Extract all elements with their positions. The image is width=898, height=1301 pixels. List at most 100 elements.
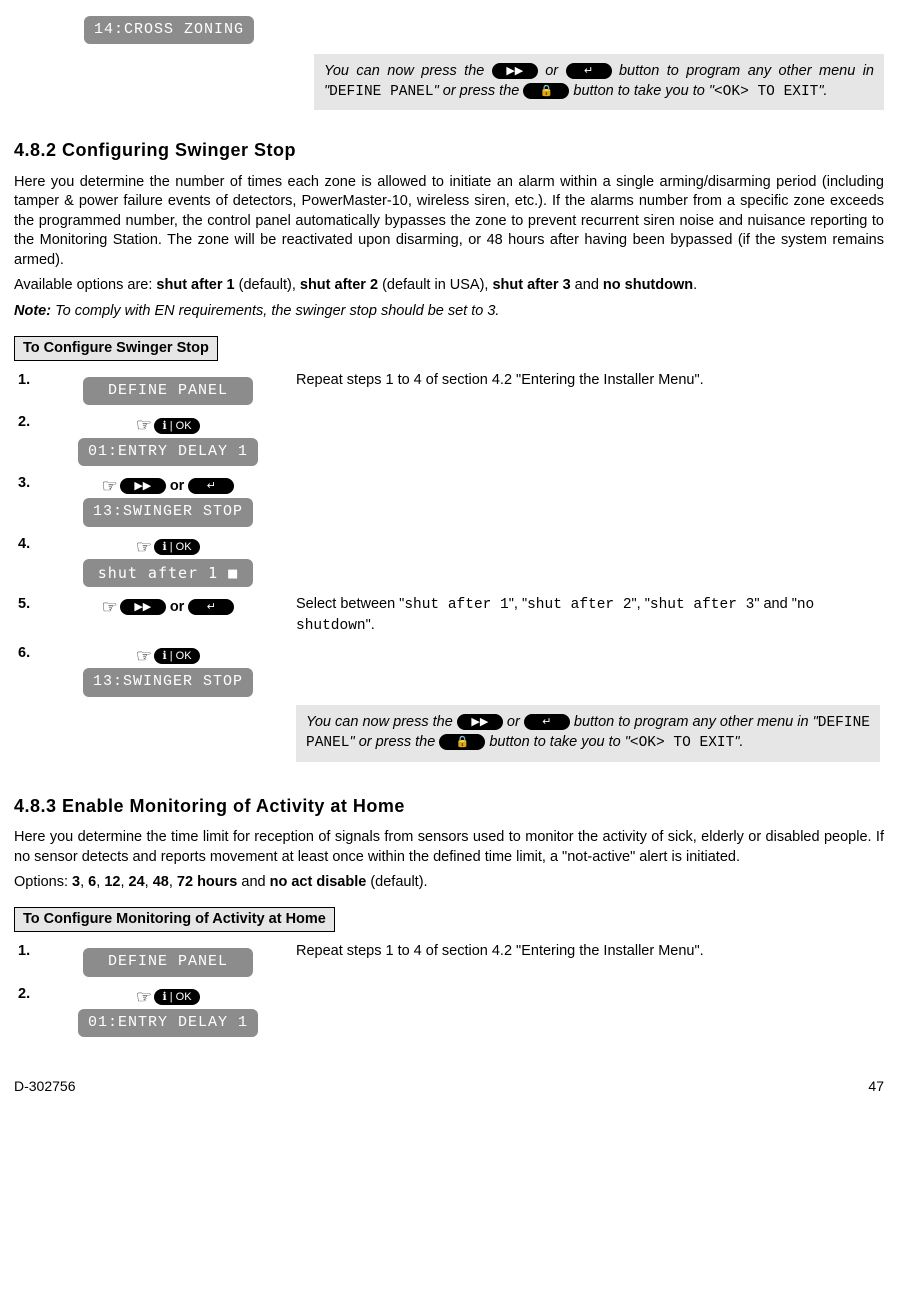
step-desc: Repeat steps 1 to 4 of section 4.2 "Ente… — [292, 367, 884, 409]
txt: 72 hours — [177, 874, 237, 890]
step-desc: Repeat steps 1 to 4 of section 4.2 "Ente… — [292, 938, 884, 980]
hand-icon: ☞ — [102, 597, 118, 617]
txt: no act disable — [270, 874, 367, 890]
txt: DEFINE PANEL — [329, 84, 433, 100]
heading-482: 4.8.2 Configuring Swinger Stop — [14, 138, 884, 162]
txt: <OK> TO EXIT — [714, 84, 818, 100]
txt: Options: — [14, 874, 72, 890]
txt: and — [237, 874, 269, 890]
note-482: Note: To comply with EN requirements, th… — [14, 302, 884, 322]
lcd-swinger-stop: 13:SWINGER STOP — [83, 668, 253, 696]
back-button-icon: ↵ — [524, 714, 570, 730]
tocfg-activity: To Configure Monitoring of Activity at H… — [14, 907, 335, 933]
ok-button-icon: ℹ | OK — [154, 648, 200, 664]
hand-icon: ☞ — [136, 987, 152, 1007]
back-button-icon: ↵ — [566, 63, 612, 79]
hand-icon: ☞ — [136, 415, 152, 435]
txt: or — [503, 714, 524, 730]
txt: " or press the — [434, 83, 524, 99]
txt: shut after 3 — [492, 277, 570, 293]
ok-button-icon: ℹ | OK — [154, 989, 200, 1005]
txt: no shutdown — [603, 277, 693, 293]
lock-button-icon: 🔒 — [523, 83, 569, 99]
step-num: 2. — [14, 981, 44, 1042]
txt: ". — [734, 734, 743, 750]
note-text: To comply with EN requirements, the swin… — [51, 303, 499, 319]
info-box-top: You can now press the ▶▶ or ↵ button to … — [314, 54, 884, 110]
lcd-define-panel: DEFINE PANEL — [83, 377, 253, 405]
step-num: 1. — [14, 367, 44, 409]
txt: shut after 1 — [404, 597, 508, 613]
ok-button-icon: ℹ | OK — [154, 539, 200, 555]
txt: 48 — [153, 874, 169, 890]
fwd-button-icon: ▶▶ — [457, 714, 503, 730]
txt: (default). — [366, 874, 427, 890]
lcd-define-panel: DEFINE PANEL — [83, 948, 253, 976]
step-num: 3. — [14, 470, 44, 531]
txt: (default), — [235, 277, 300, 293]
txt: shut after 1 — [156, 277, 234, 293]
para-482: Here you determine the number of times e… — [14, 173, 884, 271]
or-label: or — [170, 478, 185, 494]
page-number: 47 — [868, 1077, 884, 1096]
txt: " and " — [754, 596, 797, 612]
footer: D-302756 47 — [14, 1077, 884, 1096]
txt: , — [120, 874, 128, 890]
txt: <OK> TO EXIT — [630, 735, 734, 751]
txt: You can now press the — [324, 63, 492, 79]
para-483: Here you determine the time limit for re… — [14, 828, 884, 867]
lcd-entry-delay: 01:ENTRY DELAY 1 — [78, 1009, 258, 1037]
txt: Available options are: — [14, 277, 156, 293]
txt: 12 — [104, 874, 120, 890]
txt: button to program any other menu in " — [570, 714, 818, 730]
lcd-cross-zoning: 14:CROSS ZONING — [84, 16, 254, 44]
back-button-icon: ↵ — [188, 478, 234, 494]
hand-icon: ☞ — [136, 537, 152, 557]
txt: Select between " — [296, 596, 404, 612]
txt: (default in USA), — [378, 277, 492, 293]
txt: You can now press the — [306, 714, 457, 730]
info-box-mid: You can now press the ▶▶ or ↵ button to … — [296, 705, 880, 762]
lcd-swinger-stop: 13:SWINGER STOP — [83, 498, 253, 526]
heading-483: 4.8.3 Enable Monitoring of Activity at H… — [14, 794, 884, 818]
txt: shut after 3 — [650, 597, 754, 613]
txt: , — [145, 874, 153, 890]
step-num: 5. — [14, 591, 44, 640]
avail-options: Available options are: shut after 1 (def… — [14, 276, 884, 296]
txt: button to take you to " — [569, 83, 714, 99]
hand-icon: ☞ — [102, 476, 118, 496]
steps-table-483: 1. DEFINE PANEL Repeat steps 1 to 4 of s… — [14, 938, 884, 1041]
txt: button to take you to " — [485, 734, 630, 750]
fwd-button-icon: ▶▶ — [120, 599, 166, 615]
ok-button-icon: ℹ | OK — [154, 418, 200, 434]
txt: " or press the — [350, 734, 440, 750]
back-button-icon: ↵ — [188, 599, 234, 615]
or-label: or — [170, 599, 185, 615]
txt: shut after 2 — [300, 277, 378, 293]
txt: ". — [818, 83, 827, 99]
lcd-shut-after: shut after 1 ■ — [83, 559, 253, 587]
txt: ", " — [632, 596, 650, 612]
txt: ". — [366, 617, 375, 633]
txt: ", " — [509, 596, 527, 612]
txt: , — [80, 874, 88, 890]
lock-button-icon: 🔒 — [439, 734, 485, 750]
note-label: Note: — [14, 303, 51, 319]
step-desc: Select between "shut after 1", "shut aft… — [292, 591, 884, 640]
txt: and — [571, 277, 603, 293]
options-483: Options: 3, 6, 12, 24, 48, 72 hours and … — [14, 873, 884, 893]
doc-number: D-302756 — [14, 1078, 76, 1094]
hand-icon: ☞ — [136, 646, 152, 666]
tocfg-swinger: To Configure Swinger Stop — [14, 336, 218, 362]
txt: or — [538, 63, 566, 79]
txt: shut after 2 — [527, 597, 631, 613]
fwd-button-icon: ▶▶ — [120, 478, 166, 494]
txt: , — [169, 874, 177, 890]
txt: . — [693, 277, 697, 293]
fwd-button-icon: ▶▶ — [492, 63, 538, 79]
steps-table-482: 1. DEFINE PANEL Repeat steps 1 to 4 of s… — [14, 367, 884, 766]
txt: 24 — [129, 874, 145, 890]
txt: 3 — [72, 874, 80, 890]
step-num: 2. — [14, 409, 44, 470]
lcd-entry-delay: 01:ENTRY DELAY 1 — [78, 438, 258, 466]
